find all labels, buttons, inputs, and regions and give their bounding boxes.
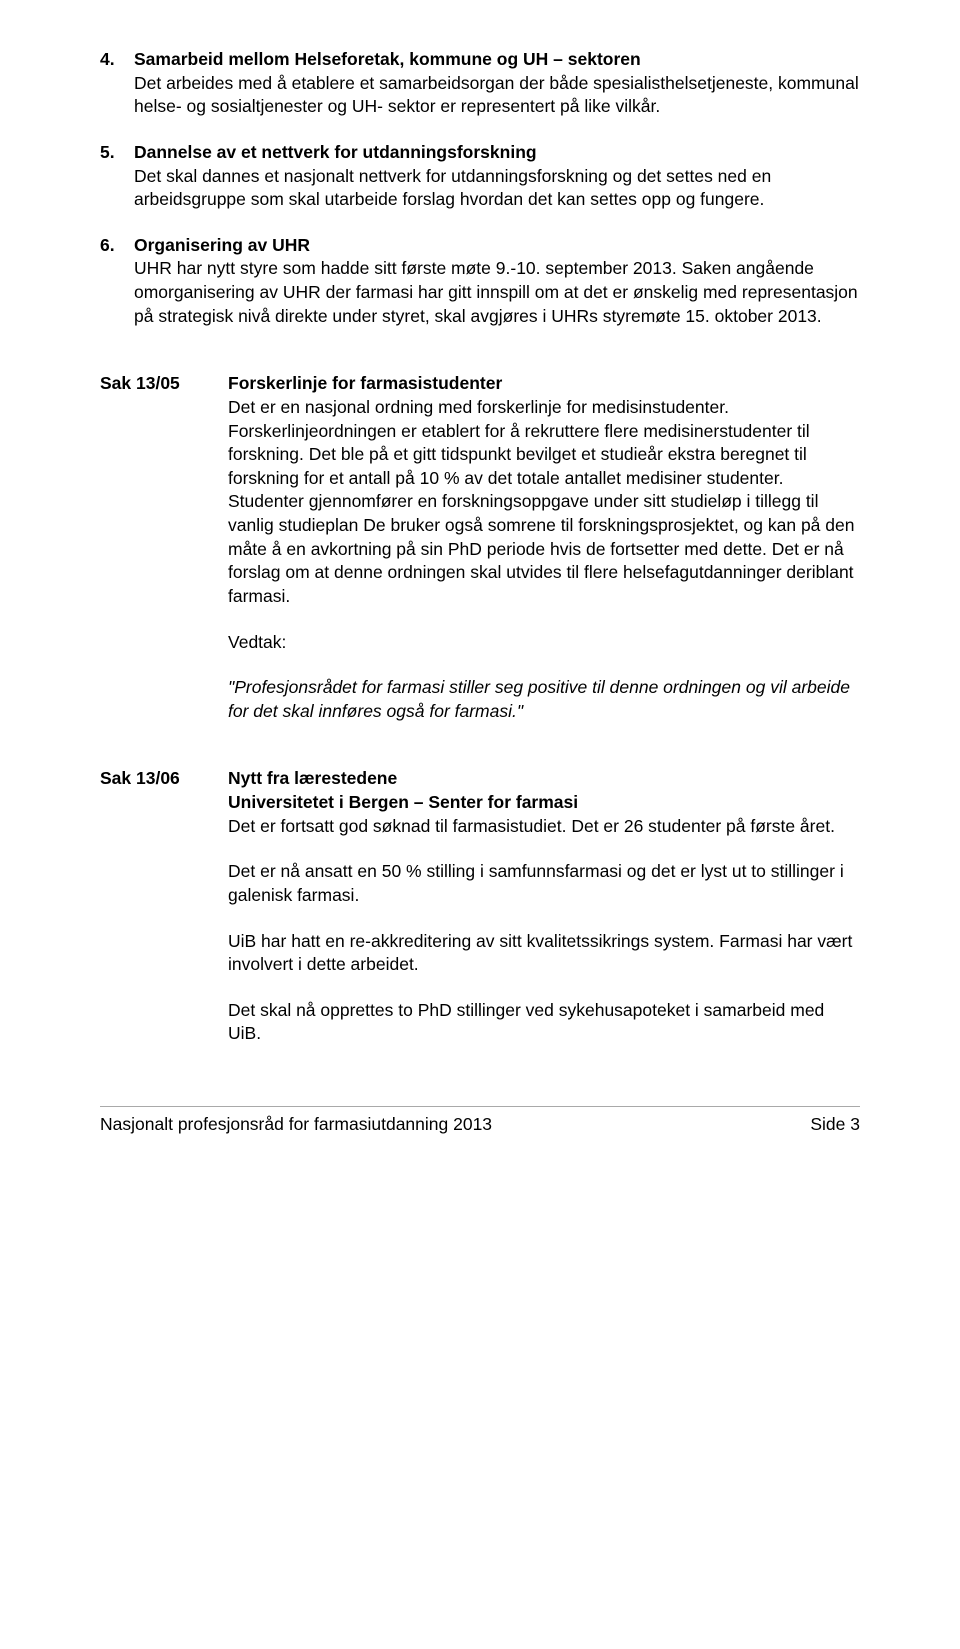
item-body: Det arbeides med å etablere et samarbeid… (134, 72, 860, 119)
sak-paragraph: Det er en nasjonal ordning med forskerli… (228, 396, 860, 609)
sak-subheading: Universitetet i Bergen – Senter for farm… (228, 791, 860, 815)
numbered-item-5: 5. Dannelse av et nettverk for utdanning… (100, 141, 860, 212)
item-number: 6. (100, 234, 134, 258)
item-title: Dannelse av et nettverk for utdanningsfo… (134, 141, 537, 165)
sak-paragraph: Det er nå ansatt en 50 % stilling i samf… (228, 860, 860, 907)
sak-label: Sak 13/05 (100, 372, 228, 745)
sak-title: Nytt fra lærestedene (228, 767, 860, 791)
item-number: 5. (100, 141, 134, 165)
sak-1306: Sak 13/06 Nytt fra lærestedene Universit… (100, 767, 860, 1068)
item-body: UHR har nytt styre som hadde sitt første… (134, 257, 860, 328)
footer-right: Side 3 (810, 1113, 860, 1137)
vedtak-label: Vedtak: (228, 631, 860, 655)
numbered-item-4: 4. Samarbeid mellom Helseforetak, kommun… (100, 48, 860, 119)
item-title: Organisering av UHR (134, 234, 310, 258)
item-title: Samarbeid mellom Helseforetak, kommune o… (134, 48, 641, 72)
footer-left: Nasjonalt profesjonsråd for farmasiutdan… (100, 1113, 492, 1137)
page-footer: Nasjonalt profesjonsråd for farmasiutdan… (100, 1106, 860, 1137)
sak-paragraph: UiB har hatt en re-akkreditering av sitt… (228, 930, 860, 977)
sak-title: Forskerlinje for farmasistudenter (228, 372, 860, 396)
item-body: Det skal dannes et nasjonalt nettverk fo… (134, 165, 860, 212)
sak-paragraph: Det er fortsatt god søknad til farmasist… (228, 815, 860, 839)
vedtak-body: "Profesjonsrådet for farmasi stiller seg… (228, 676, 860, 723)
sak-1305: Sak 13/05 Forskerlinje for farmasistuden… (100, 372, 860, 745)
sak-label: Sak 13/06 (100, 767, 228, 1068)
numbered-item-6: 6. Organisering av UHR UHR har nytt styr… (100, 234, 860, 329)
sak-paragraph: Det skal nå opprettes to PhD stillinger … (228, 999, 860, 1046)
item-number: 4. (100, 48, 134, 72)
